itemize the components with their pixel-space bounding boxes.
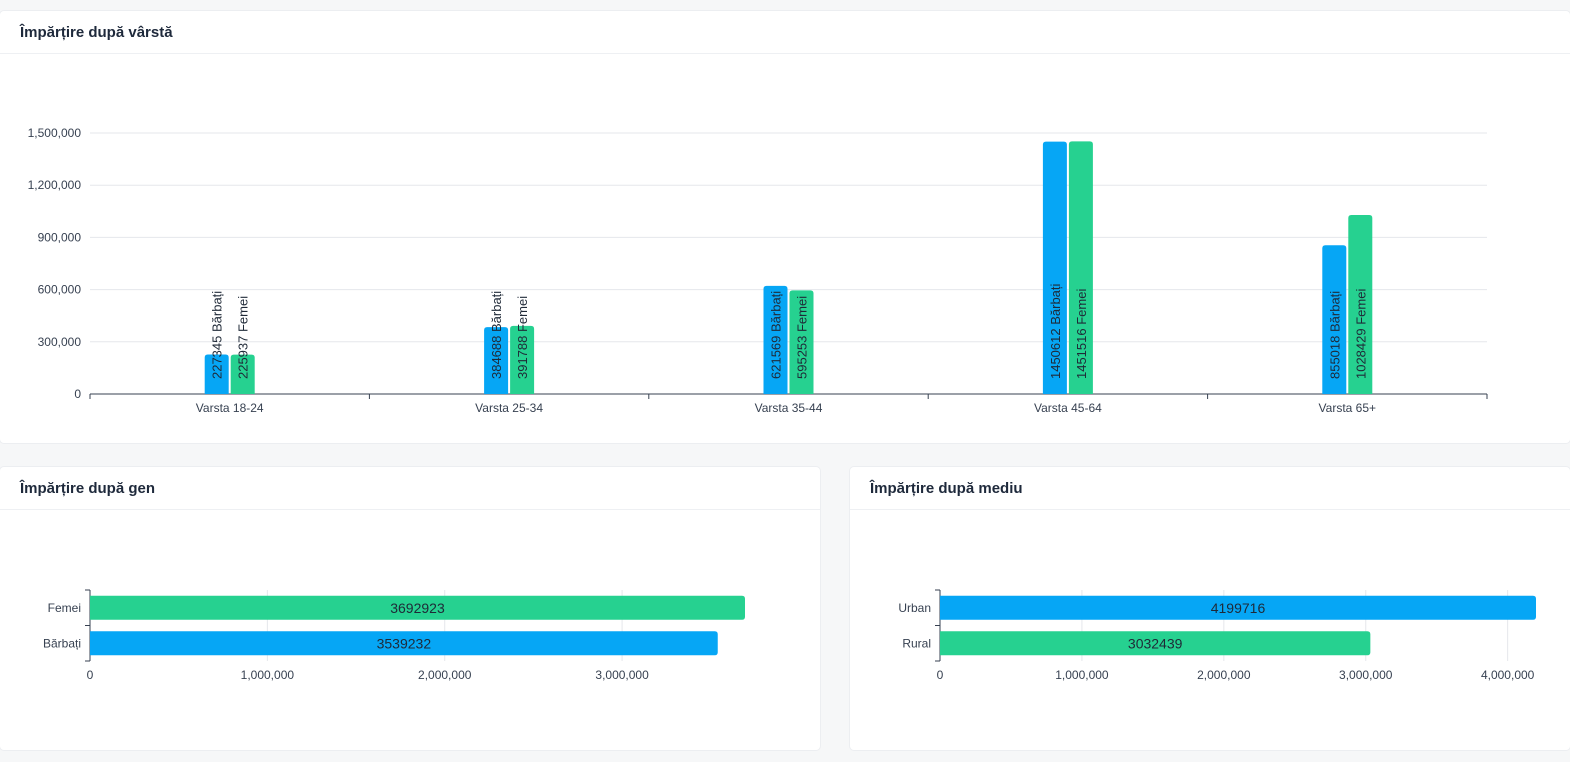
bar-men — [763, 285, 788, 394]
bar-value-label: 3032439 — [1128, 635, 1183, 651]
x-tick-label: Varsta 65+ — [1319, 401, 1376, 415]
x-tick-label: Varsta 35-44 — [755, 401, 823, 415]
bar-femei — [90, 595, 745, 620]
bar-value-label: 855018 Bărbați — [1327, 291, 1342, 379]
x-tick-label: 1,000,000 — [241, 668, 295, 682]
env-chart: 0 1,000,000 2,000,000 3,000,000 4,000,000 Urb… — [898, 589, 1536, 682]
x-tick-label: 1,000,000 — [1055, 668, 1109, 682]
bar-value-label: 227345 Bărbați — [210, 291, 225, 379]
bar-value-label: 1028429 Femei — [1353, 289, 1368, 379]
y-tick-label: 1,500,000 — [28, 126, 82, 140]
bar-urban — [940, 595, 1536, 620]
y-tick-label: 1,200,000 — [28, 178, 82, 192]
x-tick-label: 0 — [937, 668, 944, 682]
bar-women — [1348, 215, 1373, 394]
bar-value-label: 595253 Femei — [795, 296, 810, 379]
bar-value-label: 3539232 — [377, 635, 432, 651]
bar-men — [204, 354, 229, 394]
env-card-title: Împărțire după mediu — [850, 467, 1570, 510]
age-chart: 0 300,000 600,000 900,000 1,200,000 1,500,000… — [28, 126, 1488, 415]
x-tick-label: 0 — [87, 668, 94, 682]
bar-women — [510, 325, 535, 394]
bar-value-label: 391788 Femei — [515, 296, 530, 379]
bar-women — [230, 354, 255, 394]
bar-value-label: 621569 Bărbați — [769, 291, 784, 379]
bar-men — [1042, 141, 1067, 394]
bar-women — [1068, 141, 1093, 394]
y-tick-label: Rural — [902, 636, 931, 650]
age-card: Împărțire după vârstă 0 300,000 600,000 900… — [0, 11, 1570, 443]
bar-rural — [940, 631, 1371, 656]
x-tick-label: Varsta 45-64 — [1034, 401, 1102, 415]
age-card-title: Împărțire după vârstă — [0, 11, 1570, 54]
bar-men — [1322, 245, 1347, 394]
x-tick-label: 2,000,000 — [418, 668, 472, 682]
x-tick-label: 3,000,000 — [595, 668, 649, 682]
gender-chart: 0 1,000,000 2,000,000 3,000,000 Femei 3692923… — [43, 589, 745, 682]
y-tick-label: Urban — [898, 601, 931, 615]
x-tick-label: 4,000,000 — [1481, 668, 1535, 682]
gender-card-title: Împărțire după gen — [0, 467, 820, 510]
y-tick-label: 600,000 — [38, 283, 82, 297]
y-tick-label: Bărbați — [43, 636, 81, 650]
bar-value-label: 4199716 — [1211, 600, 1266, 616]
x-tick-label: 2,000,000 — [1197, 668, 1251, 682]
bar-women — [789, 290, 814, 394]
x-tick-label: Varsta 25-34 — [475, 401, 543, 415]
y-tick-label: Femei — [48, 601, 81, 615]
bar-bărbați — [90, 631, 718, 656]
x-tick-label: Varsta 18-24 — [196, 401, 264, 415]
gender-card: Împărțire după gen 0 1,000,000 2,000,000 3,… — [0, 467, 820, 750]
y-tick-label: 900,000 — [38, 230, 82, 244]
bar-men — [484, 327, 509, 394]
bar-value-label: 225937 Femei — [236, 296, 251, 379]
env-card: Împărțire după mediu 0 1,000,000 2,000,000… — [850, 467, 1570, 750]
bar-value-label: 1450612 Bărbați — [1048, 283, 1063, 379]
x-tick-label: 3,000,000 — [1339, 668, 1393, 682]
bar-value-label: 384688 Bărbați — [489, 291, 504, 379]
y-tick-label: 0 — [74, 387, 81, 401]
bar-value-label: 1451516 Femei — [1074, 289, 1089, 379]
y-tick-label: 300,000 — [38, 335, 82, 349]
bar-value-label: 3692923 — [390, 600, 445, 616]
